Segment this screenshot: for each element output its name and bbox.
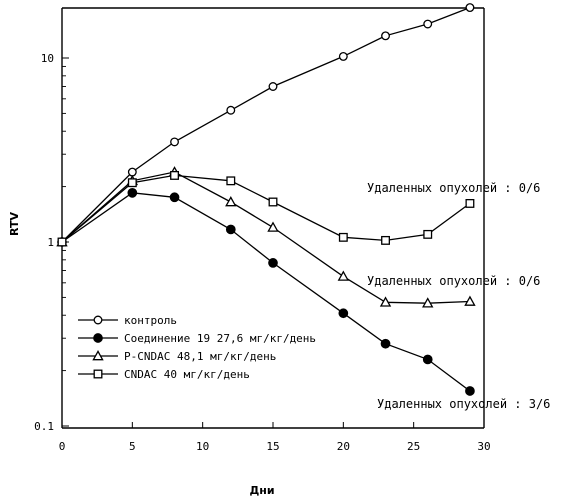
data-point — [466, 387, 474, 395]
series-control — [58, 4, 474, 246]
data-point — [424, 20, 432, 28]
data-point — [382, 237, 390, 245]
x-tick-label: 5 — [129, 440, 136, 453]
legend-label: P-CNDAC 48,1 мг/кг/день — [124, 350, 276, 363]
annotation-p-cndac: Удаленных опухолей : 0/6 — [367, 274, 540, 288]
data-point — [171, 172, 179, 180]
y-tick-label: 1 — [47, 236, 54, 249]
x-tick-label: 20 — [337, 440, 350, 453]
legend-marker — [94, 316, 102, 324]
data-point — [340, 53, 348, 61]
data-point — [129, 168, 137, 176]
x-tick-label: 0 — [59, 440, 66, 453]
data-point — [269, 83, 277, 91]
data-point — [170, 193, 178, 201]
series-line — [62, 8, 470, 242]
x-axis-title: Дни — [249, 484, 274, 497]
data-point — [227, 106, 235, 114]
data-point — [269, 259, 277, 267]
x-tick-label: 10 — [196, 440, 209, 453]
data-point — [227, 177, 235, 185]
series-compound-19 — [58, 189, 474, 396]
data-point — [58, 238, 66, 246]
data-point — [424, 355, 432, 363]
data-point — [226, 197, 235, 205]
data-point — [340, 234, 348, 242]
data-point — [269, 198, 277, 206]
legend-label: Соединение 19 27,6 мг/кг/день — [124, 332, 316, 345]
data-point — [339, 309, 347, 317]
data-point — [268, 223, 277, 231]
y-tick-label: 0.1 — [34, 420, 54, 433]
y-tick-label: 10 — [41, 52, 54, 65]
legend-label: CNDAC 40 мг/кг/день — [124, 368, 250, 381]
y-axis-title: RTV — [8, 212, 21, 236]
legend-marker — [94, 334, 102, 342]
data-point — [381, 340, 389, 348]
axes: 0 5 10 15 20 25 30 0.1 1 10 — [34, 8, 491, 453]
x-tick-label: 30 — [477, 440, 490, 453]
data-point — [382, 32, 390, 40]
data-point — [466, 200, 474, 208]
data-point — [129, 179, 137, 187]
data-point — [339, 272, 348, 280]
data-point — [128, 189, 136, 197]
data-point — [466, 4, 474, 12]
annotation-cndac: Удаленных опухолей : 0/6 — [367, 181, 540, 195]
x-tick-label: 15 — [266, 440, 279, 453]
legend-label: контроль — [124, 314, 177, 327]
data-point — [227, 225, 235, 233]
legend: контроль Соединение 19 27,6 мг/кг/день P-C… — [78, 314, 316, 381]
legend-marker — [94, 370, 102, 378]
annotation-compound-19: Удаленных опухолей : 3/6 — [377, 397, 550, 411]
data-point — [424, 231, 432, 239]
data-point — [171, 138, 179, 146]
x-tick-label: 25 — [407, 440, 420, 453]
